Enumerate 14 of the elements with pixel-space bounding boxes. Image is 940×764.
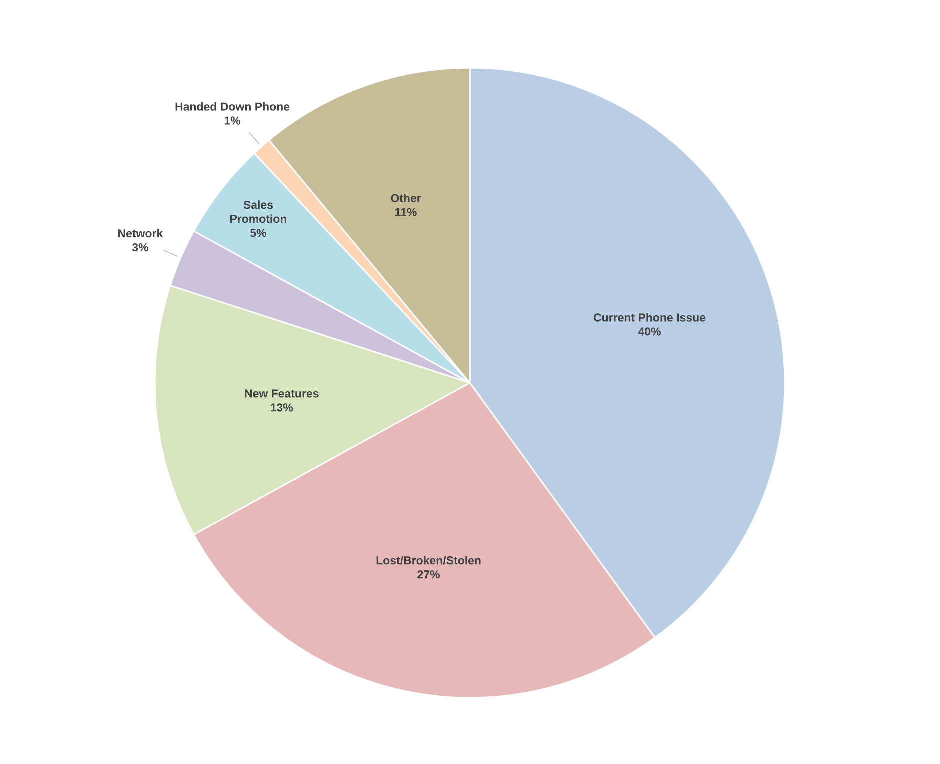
slice-label: Handed Down Phone — [176, 102, 290, 111]
slice-label: Other — [391, 194, 422, 202]
data-label: 5% — [250, 228, 266, 238]
data-label: 3% — [132, 243, 148, 252]
data-label: 11% — [396, 208, 417, 216]
slice-label: Current Phone Issue — [594, 313, 706, 322]
slice-label: Network — [118, 229, 164, 238]
data-label: 40% — [638, 328, 661, 336]
data-label: 13% — [271, 404, 294, 412]
data-label: 1% — [224, 116, 241, 125]
slice-label: Sales Promotion — [230, 200, 286, 224]
data-label: 27% — [418, 570, 440, 579]
slice-label: Lost/Broken/Stolen — [376, 556, 481, 565]
slice-label: New Features — [245, 390, 319, 398]
